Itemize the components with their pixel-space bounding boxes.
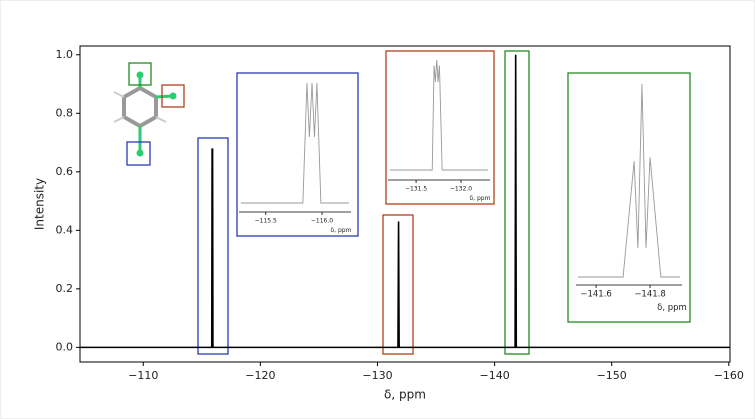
x-tick-label: −120	[245, 369, 275, 382]
x-tick-label: −150	[597, 369, 627, 382]
x-axis-label: δ, ppm	[384, 388, 426, 402]
x-axis-label: δ, ppm	[331, 227, 352, 234]
y-tick-label: 1.0	[56, 48, 74, 61]
x-axis-label: δ, ppm	[657, 303, 687, 313]
y-tick-label: 0.0	[56, 340, 74, 353]
x-axis-label: δ, ppm	[470, 195, 491, 202]
y-tick-label: 0.6	[56, 165, 74, 178]
inset-frame	[237, 73, 358, 236]
x-tick-label: −116.0	[311, 218, 333, 225]
x-tick-label: −110	[128, 369, 158, 382]
x-tick-label: −115.5	[255, 218, 277, 225]
chart: δ, ppm Intensity 0.0 0.2 0.4 0.6 0.8 1.0 −110 −…	[0, 0, 755, 419]
x-tick-label: −131.5	[405, 186, 427, 193]
x-tick-label: −160	[714, 369, 744, 382]
x-tick-label: −130	[362, 369, 392, 382]
x-tick-label: −140	[479, 369, 509, 382]
x-tick-label: −132.0	[450, 186, 472, 193]
y-axis-label: Intensity	[33, 178, 47, 230]
y-tick-label: 0.4	[56, 223, 74, 236]
y-tick-label: 0.8	[56, 106, 74, 119]
x-tick-label: −141.6	[580, 290, 611, 300]
x-tick-label: −141.8	[634, 290, 665, 300]
y-tick-label: 0.2	[56, 282, 74, 295]
